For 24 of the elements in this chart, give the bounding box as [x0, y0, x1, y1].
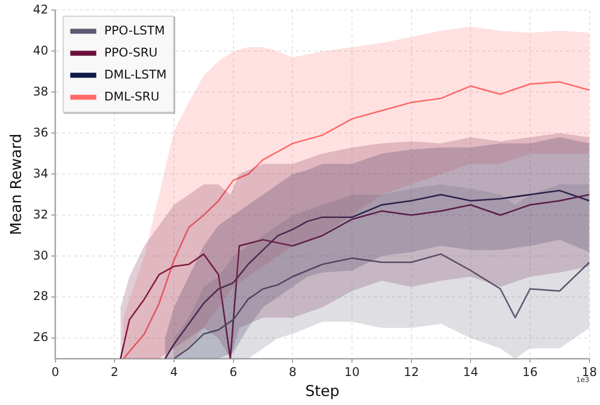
legend-label: PPO-SRU	[104, 45, 158, 60]
x-tick-label: 10	[344, 364, 360, 379]
x-tick-label: 14	[463, 364, 478, 379]
y-tick-label: 36	[32, 125, 48, 140]
y-tick-label: 28	[32, 289, 48, 304]
x-tick-label: 8	[288, 364, 296, 379]
y-tick-label: 42	[32, 2, 48, 16]
y-tick-label: 30	[32, 248, 48, 262]
y-axis-title: Mean Reward	[6, 134, 25, 236]
x-tick-label: 0	[51, 364, 60, 379]
x-axis-title: Step	[305, 382, 340, 400]
x-tick-label: 16	[522, 364, 538, 379]
y-tick-label: 38	[32, 84, 48, 98]
legend-label: DML-SRU	[104, 89, 160, 104]
x-tick-label: 2	[110, 364, 118, 379]
legend-label: PPO-LSTM	[104, 23, 165, 38]
x-tick-label: 12	[404, 364, 419, 379]
y-tick-label: 40	[32, 43, 48, 58]
legend-label: DML-LSTM	[104, 67, 167, 82]
x-tick-label: 4	[170, 364, 178, 379]
x-tick-label: 6	[229, 364, 238, 379]
y-tick-label: 32	[32, 207, 48, 222]
y-tick-label: 26	[32, 330, 48, 344]
y-tick-label: 34	[32, 166, 48, 180]
